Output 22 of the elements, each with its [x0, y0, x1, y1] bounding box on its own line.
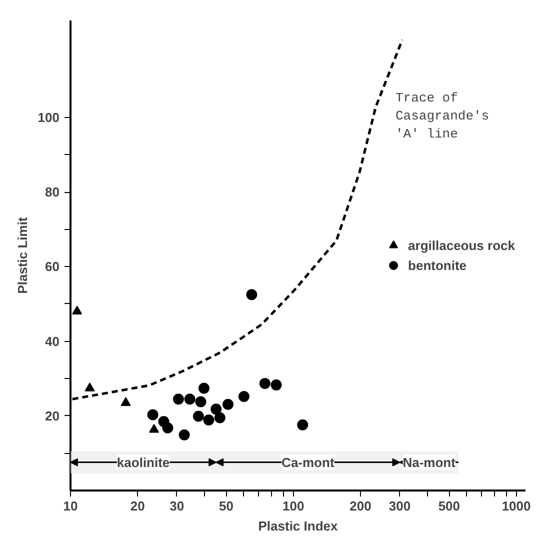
x-tick-label: 1000: [502, 498, 531, 514]
x-tick-label: 100: [282, 498, 304, 514]
annotation: Trace of Casagrande's 'A' line: [396, 90, 490, 142]
legend-label: argillaceous rock: [408, 238, 515, 252]
x-tick-label: 300: [388, 498, 411, 514]
x-tick-label: 50: [219, 498, 234, 514]
x-tick-label: 10: [63, 498, 78, 514]
y-axis-title: Plastic Limit: [14, 216, 30, 294]
y-tick-label: 20: [45, 408, 60, 424]
x-tick-label: 500: [438, 498, 460, 514]
band-label: kaolinite: [116, 454, 170, 470]
band-label: Na-mont: [402, 454, 456, 470]
band-label: Ca-mont: [282, 454, 335, 470]
x-tick-label: 30: [170, 498, 184, 514]
y-tick-label: 60: [45, 259, 60, 274]
y-tick-label: 40: [45, 334, 60, 349]
x-tick-label: 20: [130, 498, 145, 514]
x-tick-label: 200: [350, 498, 372, 514]
legend-label: bentonite: [408, 258, 467, 272]
y-tick-label: 100: [38, 110, 60, 125]
y-tick-label: 80: [45, 184, 60, 200]
x-axis-title: Plastic Index: [258, 518, 339, 534]
